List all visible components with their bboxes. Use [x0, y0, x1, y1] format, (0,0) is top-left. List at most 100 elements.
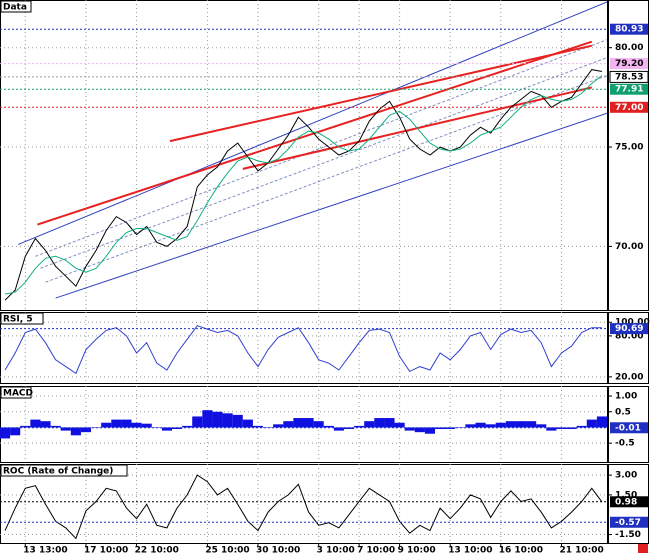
bar [232, 414, 243, 428]
bar [202, 410, 213, 428]
axis-panel [608, 0, 649, 311]
trendline [35, 39, 607, 257]
bar [303, 418, 314, 428]
x-tick-label: 17 10:00 [84, 546, 128, 555]
marker-box [610, 83, 648, 95]
x-tick-label: 9 10:00 [398, 546, 436, 555]
x-tick-label: 25 10:00 [205, 546, 249, 555]
marker-label: 77.00 [615, 103, 643, 113]
y-tick-label: 1.50 [615, 490, 637, 500]
bar [293, 418, 304, 428]
x-tick-label: 21 10:00 [559, 546, 603, 555]
bar [30, 419, 41, 428]
marker-box [610, 516, 648, 528]
marker-box [610, 496, 648, 508]
panel-title: RSI, 5 [3, 315, 33, 325]
panel-title: MACD [3, 389, 33, 399]
bar [374, 418, 385, 428]
bar [222, 413, 233, 428]
bar [526, 421, 537, 428]
trendline [37, 40, 593, 226]
bar [323, 425, 334, 428]
bar [273, 424, 284, 428]
panel-title-box [0, 312, 44, 325]
x-tick-label: 13 13:00 [23, 546, 67, 555]
bar [354, 425, 365, 428]
bar [465, 424, 476, 428]
bar [182, 425, 193, 428]
bar [242, 419, 253, 428]
y-tick-label: 3.00 [615, 471, 637, 481]
panel [0, 464, 608, 544]
trendline [18, 1, 607, 245]
marker-label: 77.91 [615, 85, 643, 95]
bar [212, 411, 223, 428]
bar [313, 421, 324, 428]
panel-title-box [0, 0, 32, 13]
marker-box [610, 422, 648, 434]
bar [586, 419, 597, 428]
series-line [4, 325, 602, 375]
bar [485, 424, 496, 428]
y-tick-label: 1.00 [615, 392, 637, 402]
marker-label: 80.93 [615, 25, 643, 35]
marker-box [610, 323, 648, 335]
marker-label: 0.98 [615, 497, 637, 507]
bar [384, 418, 395, 428]
marker-label: 90.69 [615, 324, 643, 334]
bar [50, 425, 61, 428]
series-line [4, 474, 603, 540]
y-tick-label: 80.00 [615, 331, 643, 341]
marker-label: 79.20 [615, 59, 643, 69]
x-tick-label: 16 10:00 [499, 546, 543, 555]
x-tick-label: 22 10:00 [135, 546, 179, 555]
y-tick-label: 0.5 [615, 407, 631, 417]
bar [131, 422, 142, 428]
series-line [4, 69, 602, 301]
y-tick-label: 70.00 [615, 242, 643, 252]
bar [20, 425, 31, 428]
bar [111, 419, 122, 428]
bar [576, 425, 587, 428]
y-tick-label: -1.50 [615, 530, 641, 540]
bar [414, 427, 425, 433]
bar [0, 427, 11, 439]
panel-title: ROC (Rate of Change) [3, 467, 113, 477]
bar [333, 427, 344, 431]
bar [404, 427, 415, 431]
x-tick-label: 7 10:00 [357, 546, 395, 555]
bar [141, 423, 152, 428]
bar [80, 427, 92, 433]
bar [364, 421, 375, 428]
bar [161, 427, 172, 431]
bar [101, 422, 112, 428]
bar [495, 422, 506, 428]
bar [536, 424, 547, 428]
panel-title-box [0, 386, 32, 399]
bar [566, 427, 577, 430]
marker-label: 78.53 [615, 72, 643, 82]
y-tick-label: 75.00 [615, 143, 643, 153]
panel [0, 312, 608, 384]
corner-icon [638, 544, 648, 553]
bar [394, 422, 405, 428]
marker-box [610, 58, 648, 70]
panel-title: Data [3, 3, 27, 13]
bar [596, 416, 607, 428]
marker-box [610, 101, 648, 113]
marker-box [609, 70, 649, 83]
trendline [169, 44, 593, 143]
bar [424, 427, 436, 434]
trendline [55, 112, 607, 299]
y-tick-label: -0.5 [615, 439, 635, 449]
bar [192, 416, 203, 428]
bar [70, 427, 81, 436]
marker-label: -0.01 [615, 423, 641, 433]
x-tick-label: 13 10:00 [448, 546, 492, 555]
bar [60, 427, 71, 431]
bar [10, 427, 21, 436]
bar [40, 421, 51, 428]
x-tick-label: 30 10:00 [256, 546, 300, 555]
series-line [5, 75, 603, 295]
